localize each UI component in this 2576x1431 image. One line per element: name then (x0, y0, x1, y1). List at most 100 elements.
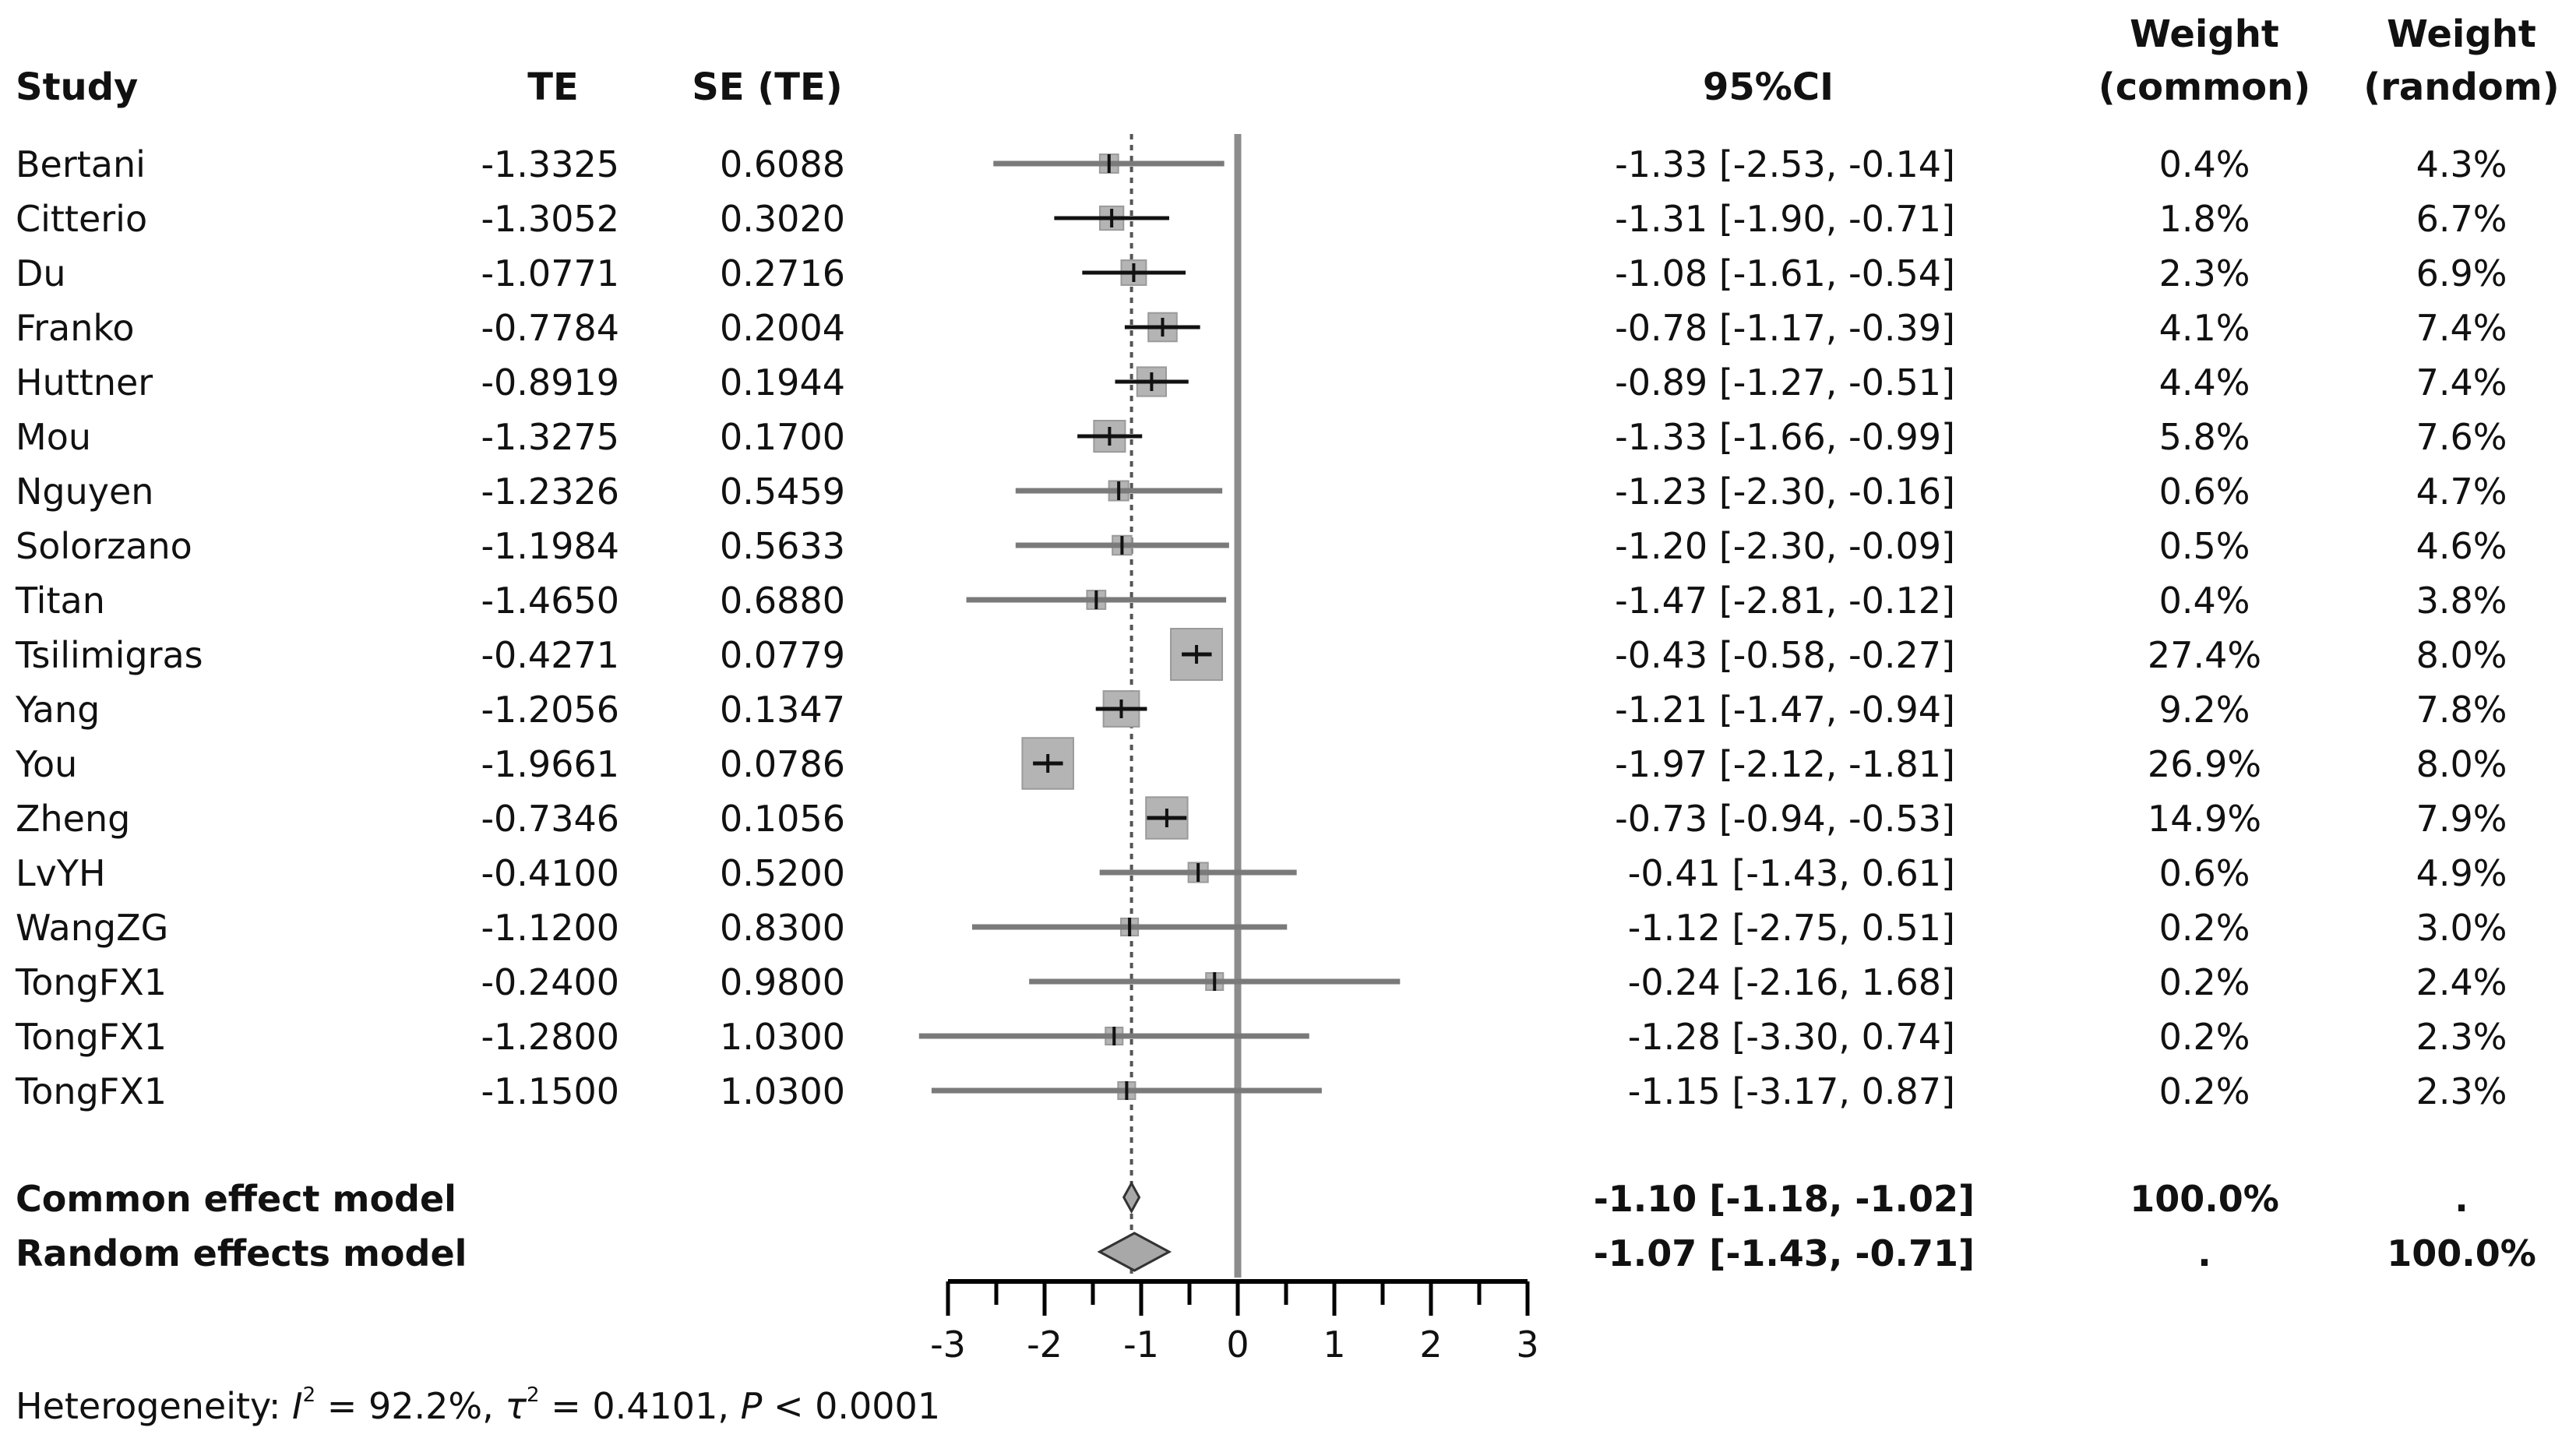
header-weight-random-2: (random) (2363, 65, 2560, 109)
heterogeneity-label: Heterogeneity: (16, 1385, 281, 1427)
study-se: 1.0300 (720, 1016, 845, 1058)
study-weight-random: 4.7% (2416, 471, 2507, 513)
x-tick-label: -2 (1027, 1323, 1062, 1366)
study-ci: -1.33 [-1.66, -0.99] (1615, 416, 1955, 458)
study-ci: -1.97 [-2.12, -1.81] (1615, 743, 1955, 785)
summary-weight-common: . (2197, 1232, 2211, 1274)
study-weight-random: 4.3% (2416, 143, 2507, 185)
header-weight-random-1: Weight (2387, 12, 2536, 56)
study-weight-common: 0.4% (2158, 580, 2250, 622)
summary-ci: -1.10 [-1.18, -1.02] (1593, 1178, 1975, 1220)
study-weight-random: 6.7% (2416, 198, 2507, 240)
study-name: Tsilimigras (16, 634, 203, 676)
study-weight-common: 0.5% (2158, 525, 2250, 567)
study-weight-common: 0.2% (2158, 1016, 2250, 1058)
summary-weight-random: . (2454, 1178, 2469, 1220)
study-name: LvYH (16, 852, 106, 894)
study-te: -1.2326 (481, 471, 619, 513)
x-tick-label: 0 (1226, 1323, 1249, 1366)
study-se: 0.2004 (720, 307, 845, 349)
x-tick-label: -1 (1123, 1323, 1159, 1366)
study-weight-common: 2.3% (2158, 252, 2250, 294)
study-te: -0.4271 (481, 634, 619, 676)
study-weight-random: 7.4% (2416, 307, 2507, 349)
header-ci: 95%CI (1703, 65, 1834, 109)
study-te: -1.4650 (481, 580, 619, 622)
study-ci: -1.23 [-2.30, -0.16] (1615, 471, 1955, 513)
study-te: -0.7346 (481, 798, 619, 840)
study-ci: -0.73 [-0.94, -0.53] (1615, 798, 1955, 840)
study-weight-random: 3.0% (2416, 907, 2507, 949)
study-weight-random: 7.6% (2416, 416, 2507, 458)
study-te: -1.9661 (481, 743, 619, 785)
p-value: < 0.0001 (762, 1385, 941, 1427)
study-weight-random: 2.4% (2416, 961, 2507, 1003)
study-ci: -1.28 [-3.30, 0.74] (1627, 1016, 1955, 1058)
study-weight-random: 6.9% (2416, 252, 2507, 294)
study-se: 0.5633 (720, 525, 845, 567)
study-se: 0.5459 (720, 471, 845, 513)
header-weight-common-2: (common) (2098, 65, 2311, 109)
header-se: SE (TE) (692, 65, 843, 109)
study-weight-common: 27.4% (2147, 634, 2262, 676)
study-name: Bertani (16, 143, 146, 185)
study-te: -1.3052 (481, 198, 619, 240)
study-se: 0.1347 (720, 689, 845, 731)
study-name: WangZG (16, 907, 169, 949)
study-te: -1.1984 (481, 525, 619, 567)
study-weight-random: 7.8% (2416, 689, 2507, 731)
i2-symbol: I (292, 1385, 303, 1427)
study-weight-common: 26.9% (2147, 743, 2262, 785)
study-weight-common: 0.6% (2158, 471, 2250, 513)
study-ci: -0.43 [-0.58, -0.27] (1615, 634, 1955, 676)
study-weight-random: 4.9% (2416, 852, 2507, 894)
study-name: Zheng (16, 798, 131, 840)
study-se: 0.6088 (720, 143, 845, 185)
study-name: TongFX1 (16, 1016, 167, 1058)
study-ci: -1.08 [-1.61, -0.54] (1615, 252, 1955, 294)
study-te: -1.2056 (481, 689, 619, 731)
study-te: -1.1500 (481, 1070, 619, 1112)
study-se: 0.6880 (720, 580, 845, 622)
study-name: TongFX1 (16, 1070, 167, 1112)
study-ci: -1.21 [-1.47, -0.94] (1615, 689, 1955, 731)
study-weight-common: 5.8% (2158, 416, 2250, 458)
study-weight-random: 7.9% (2416, 798, 2507, 840)
study-se: 0.8300 (720, 907, 845, 949)
x-tick-label: 1 (1323, 1323, 1345, 1366)
x-tick-label: 3 (1516, 1323, 1538, 1366)
study-name: TongFX1 (16, 961, 167, 1003)
x-tick-label: -3 (930, 1323, 966, 1366)
study-se: 1.0300 (720, 1070, 845, 1112)
study-weight-common: 0.6% (2158, 852, 2250, 894)
study-ci: -1.47 [-2.81, -0.12] (1615, 580, 1955, 622)
study-se: 0.1944 (720, 361, 845, 404)
study-ci: -0.89 [-1.27, -0.51] (1615, 361, 1955, 404)
study-se: 0.0779 (720, 634, 845, 676)
p-symbol: P (740, 1385, 763, 1427)
study-name: You (16, 743, 78, 785)
study-name: Nguyen (16, 471, 154, 513)
study-te: -0.7784 (481, 307, 619, 349)
header-te: TE (527, 65, 579, 109)
study-se: 0.9800 (720, 961, 845, 1003)
study-name: Solorzano (16, 525, 192, 567)
study-name: Titan (16, 580, 105, 622)
study-weight-common: 0.4% (2158, 143, 2250, 185)
study-se: 0.2716 (720, 252, 845, 294)
study-weight-common: 14.9% (2147, 798, 2262, 840)
study-weight-common: 9.2% (2158, 689, 2250, 731)
study-ci: -1.12 [-2.75, 0.51] (1627, 907, 1955, 949)
study-se: 0.5200 (720, 852, 845, 894)
header-weight-common-1: Weight (2130, 12, 2279, 56)
study-te: -0.8919 (481, 361, 619, 404)
study-weight-random: 4.6% (2416, 525, 2507, 567)
study-name: Huttner (16, 361, 153, 404)
study-se: 0.1700 (720, 416, 845, 458)
study-ci: -1.31 [-1.90, -0.71] (1615, 198, 1955, 240)
study-weight-random: 2.3% (2416, 1016, 2507, 1058)
x-tick-label: 2 (1419, 1323, 1442, 1366)
study-te: -0.4100 (481, 852, 619, 894)
study-weight-random: 2.3% (2416, 1070, 2507, 1112)
tau2-value: = 0.4101, (539, 1385, 741, 1427)
